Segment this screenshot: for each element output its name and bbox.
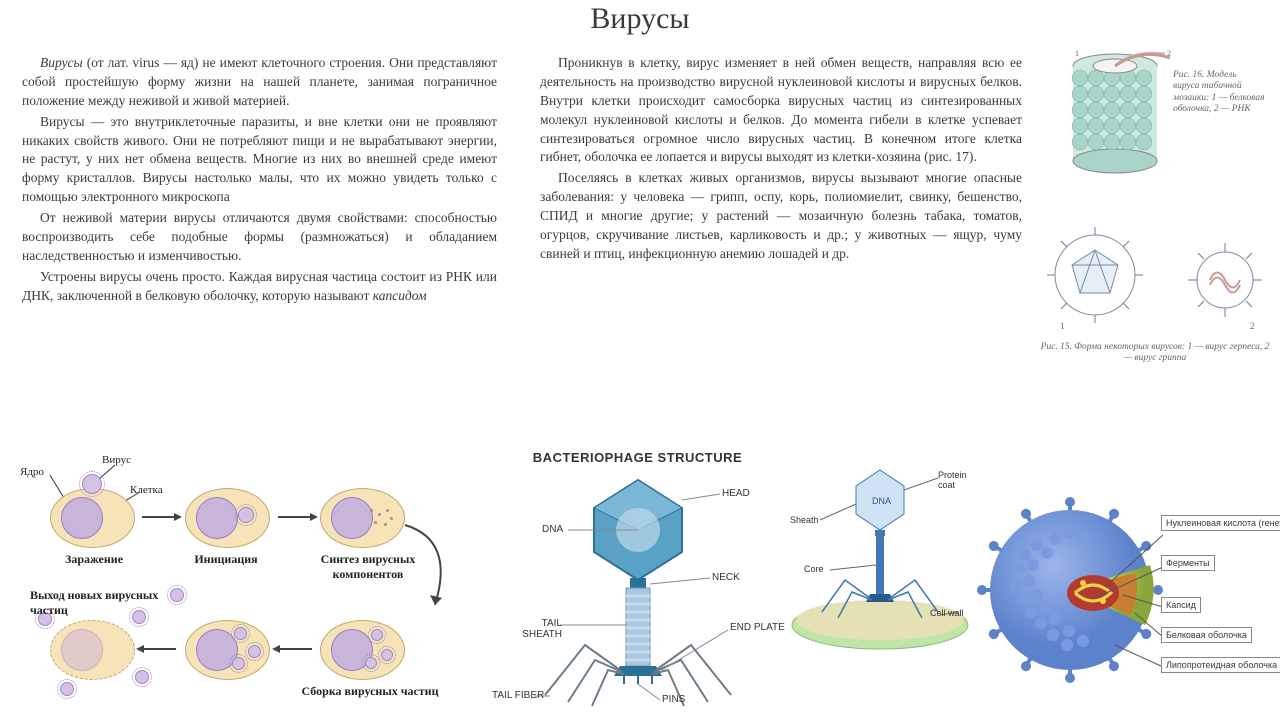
- virion-out-5: [170, 588, 184, 602]
- para-1-rest: (от лат. virus — яд) не имеют клеточного…: [22, 55, 497, 108]
- label2-sheath: Sheath: [790, 515, 819, 525]
- fig15-caption: Рис. 15. Форма некоторых вирусов: 1 — ви…: [1040, 342, 1270, 365]
- arrow-2: [278, 516, 312, 518]
- cell-stage-4: [320, 620, 405, 680]
- text-column-right: Проникнув в клетку, вирус изменяет в ней…: [540, 54, 1022, 266]
- stage2-label: Инициация: [180, 552, 272, 567]
- stage5-label2: Выход новых вирусных частиц: [30, 588, 160, 618]
- fig16-caption: Рис. 16. Модель вируса табачной мозаики:…: [1173, 70, 1265, 116]
- figure-15: 1 2 Рис. 15. Форма некоторых вирусов: 1 …: [1040, 225, 1270, 365]
- virus-cutaway: Нуклеиновая кислота (генетический матери…: [975, 485, 1275, 715]
- capsid-term: капсидом: [373, 288, 427, 303]
- label-pins: PINS: [662, 694, 685, 705]
- cell-stage-1: [50, 488, 135, 548]
- cell-stage-3: [320, 488, 405, 548]
- cell-stage-5a: [185, 620, 270, 680]
- herpes-icon: [1047, 227, 1143, 323]
- label2-cellwall: Cell wall: [930, 608, 970, 618]
- tail-sheath: [626, 588, 650, 666]
- label-head: HEAD: [722, 488, 750, 499]
- label-fiber: TAIL FIBER: [492, 690, 544, 701]
- cell-stage-2: [185, 488, 270, 548]
- bacteriophage-diagram: BACTERIOPHAGE STRUCTURE: [490, 450, 785, 710]
- para-r1: Проникнув в клетку, вирус изменяет в ней…: [540, 54, 1022, 167]
- lead-word: Вирусы: [40, 55, 83, 70]
- arrow-1: [142, 516, 176, 518]
- label-dna: DNA: [542, 524, 563, 535]
- arrow-3: [278, 648, 312, 650]
- para-r2: Поселяясь в клетках живых организмов, ви…: [540, 169, 1022, 263]
- lifecycle-diagram: Ядро Вирус Клетка Заражение Инициация Си…: [20, 460, 480, 710]
- label-neck: NECK: [712, 572, 740, 583]
- flu-icon: [1188, 243, 1262, 317]
- cut-label-enzymes: Ферменты: [1161, 555, 1215, 571]
- label-sheath: TAIL SHEATH: [518, 618, 562, 640]
- phage-title: BACTERIOPHAGE STRUCTURE: [490, 450, 785, 465]
- para-1: Вирусы (от лат. virus — яд) не имеют кле…: [22, 54, 497, 111]
- stage4-label: Сборка вирусных частиц: [300, 684, 440, 699]
- virion-entering: [82, 474, 102, 494]
- cut-label-capsid: Капсид: [1161, 597, 1201, 613]
- svg-text:DNA: DNA: [872, 496, 891, 506]
- fig16-svg: 1 2: [1055, 48, 1175, 188]
- tmv-cylinder: [1072, 53, 1170, 173]
- para-4: Устроены вирусы очень просто. Каждая вир…: [22, 268, 497, 306]
- para-3: От неживой материи вирусы отличаются дву…: [22, 209, 497, 266]
- svg-text:2: 2: [1167, 49, 1171, 58]
- svg-text:1: 1: [1075, 49, 1079, 58]
- svg-text:1: 1: [1060, 321, 1065, 331]
- figure-16: 1 2 Рис. 16. Модель вируса табачной моза…: [1055, 48, 1265, 193]
- stage1-label: Заражение: [48, 552, 140, 567]
- cut-label-protein: Белковая оболочка: [1161, 627, 1252, 643]
- label2-core: Core: [804, 564, 824, 574]
- svg-text:2: 2: [1250, 321, 1255, 331]
- arrow-4: [142, 648, 176, 650]
- text-column-left: Вирусы (от лат. virus — яд) не имеют кле…: [22, 54, 497, 308]
- para-2: Вирусы — это внутриклеточные паразиты, и…: [22, 113, 497, 207]
- page-title: Вирусы: [0, 2, 1280, 36]
- virion-out-4: [135, 670, 149, 684]
- cut-label-nucleic: Нуклеиновая кислота (генетический матери…: [1161, 515, 1280, 531]
- phage-on-cell: DNA Protein coat Sheath Core Cell wall: [790, 460, 970, 650]
- fig15-svg: 1 2: [1040, 225, 1270, 335]
- label-endplate: END PLATE: [730, 622, 785, 633]
- cell-stage-5b: [50, 620, 135, 680]
- label2-coat: Protein coat: [938, 470, 978, 490]
- virion-out-3: [60, 682, 74, 696]
- cut-label-lipo: Липопротеидная оболочка: [1161, 657, 1280, 673]
